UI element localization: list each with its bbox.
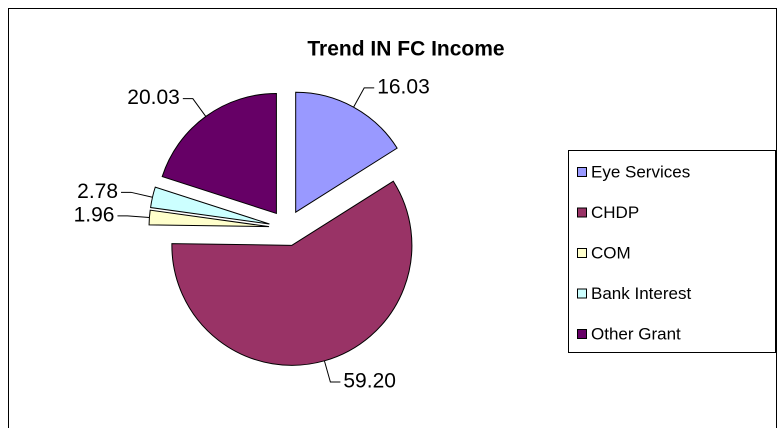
data-label: 59.20	[343, 370, 396, 393]
data-label: 2.78	[77, 180, 118, 203]
pie-slice	[161, 92, 277, 215]
legend	[568, 150, 776, 353]
leader-line	[353, 87, 375, 108]
pie-slice	[295, 91, 398, 214]
legend-label: Other Grant	[591, 324, 681, 343]
leader-line	[323, 360, 341, 383]
legend-label: CHDP	[591, 203, 639, 222]
legend-swatch	[577, 207, 587, 218]
legend-label: Eye Services	[591, 162, 690, 181]
legend-swatch	[577, 248, 587, 258]
chart-title: Trend IN FC Income	[307, 38, 504, 61]
legend-swatch	[577, 329, 587, 339]
pie-slice	[150, 186, 270, 225]
data-label: 16.03	[377, 75, 430, 98]
legend-swatch	[577, 167, 587, 177]
data-label: 20.03	[127, 86, 180, 109]
pie-slice	[148, 209, 270, 228]
leader-line	[182, 98, 207, 117]
data-label: 1.96	[74, 203, 115, 226]
legend-swatch	[577, 288, 587, 299]
leader-line	[121, 191, 153, 198]
pie-slice	[171, 180, 413, 366]
legend-label: COM	[591, 243, 631, 262]
leader-line	[117, 215, 150, 219]
legend-label: Bank Interest	[591, 284, 691, 303]
